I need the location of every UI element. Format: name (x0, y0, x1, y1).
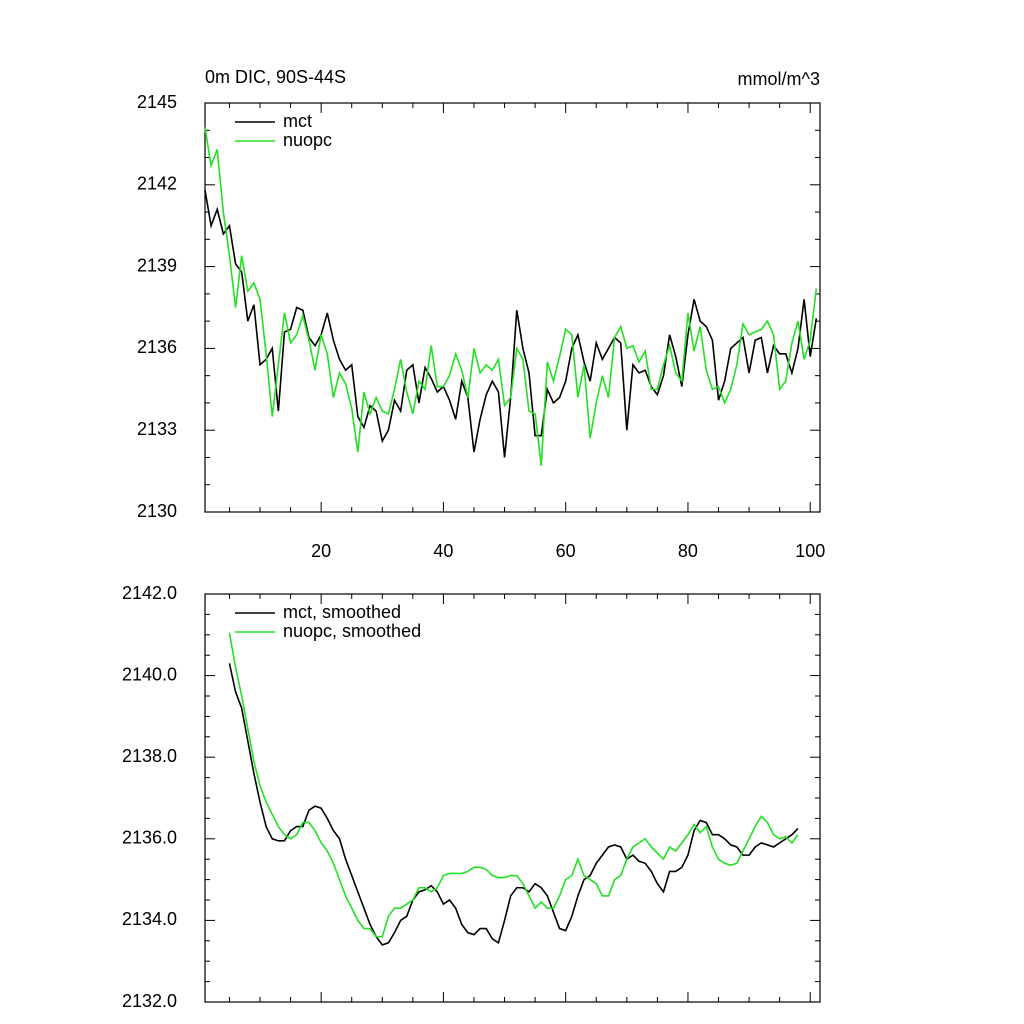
chart-title: 0m DIC, 90S-44S (205, 67, 346, 87)
x-tick-label: 40 (433, 541, 453, 561)
legend-label: nuopc (283, 130, 332, 150)
series-line (204, 190, 818, 458)
series-line (228, 632, 799, 938)
x-tick-label: 80 (678, 541, 698, 561)
plot-frame (204, 593, 821, 1003)
x-tick-label: 100 (795, 541, 825, 561)
y-tick-label: 2138.0 (122, 746, 177, 766)
y-tick-label: 2142 (137, 174, 177, 194)
y-tick-label: 2136.0 (122, 828, 177, 848)
legend-label: mct (283, 111, 312, 131)
y-tick-label: 2133 (137, 419, 177, 439)
y-tick-label: 2136 (137, 337, 177, 357)
y-tick-label: 2132.0 (122, 991, 177, 1011)
x-tick-label: 20 (311, 541, 331, 561)
legend-label: mct, smoothed (283, 602, 401, 622)
series-line (228, 663, 799, 946)
units-label: mmol/m^3 (738, 69, 820, 89)
series-line (204, 127, 818, 466)
x-tick-label: 60 (556, 541, 576, 561)
plot-frame (204, 102, 821, 513)
y-tick-label: 2140.0 (122, 664, 177, 684)
y-tick-label: 2134.0 (122, 909, 177, 929)
y-tick-label: 2139 (137, 255, 177, 275)
y-tick-label: 2145 (137, 92, 177, 112)
legend-label: nuopc, smoothed (283, 621, 421, 641)
y-tick-label: 2130 (137, 501, 177, 521)
y-tick-label: 2142.0 (122, 583, 177, 603)
